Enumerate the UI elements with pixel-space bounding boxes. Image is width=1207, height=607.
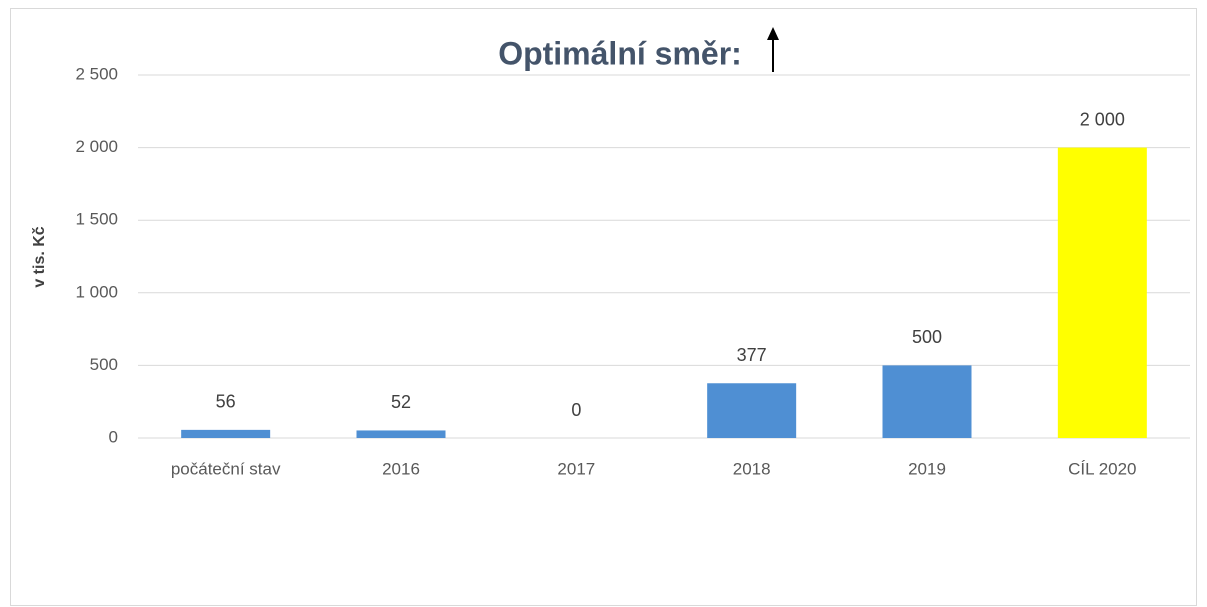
chart-title: Optimální směr: (498, 35, 742, 71)
bar (707, 383, 797, 438)
x-tick-label: počáteční stav (171, 459, 281, 478)
bar (356, 430, 446, 438)
y-tick-label: 500 (90, 355, 118, 374)
x-tick-label: CÍL 2020 (1068, 459, 1136, 478)
y-tick-label: 1 500 (75, 210, 118, 229)
y-tick-label: 2 500 (75, 64, 118, 83)
data-label: 52 (391, 392, 411, 412)
y-tick-label: 2 000 (75, 137, 118, 156)
data-label: 500 (912, 327, 942, 347)
data-label: 0 (571, 400, 581, 420)
bar (181, 429, 271, 438)
data-label: 377 (737, 345, 767, 365)
data-label: 2 000 (1080, 109, 1125, 129)
direction-arrow (767, 27, 779, 72)
y-tick-label: 1 000 (75, 282, 118, 301)
chart-frame (10, 8, 1197, 606)
x-tick-label: 2016 (382, 459, 420, 478)
y-tick-label: 0 (109, 427, 118, 446)
y-axis-label: v tis. Kč (31, 226, 48, 287)
bar (1057, 147, 1147, 438)
x-tick-label: 2017 (557, 459, 595, 478)
x-tick-label: 2018 (733, 459, 771, 478)
data-label: 56 (216, 392, 236, 412)
bar (882, 365, 972, 438)
x-tick-label: 2019 (908, 459, 946, 478)
